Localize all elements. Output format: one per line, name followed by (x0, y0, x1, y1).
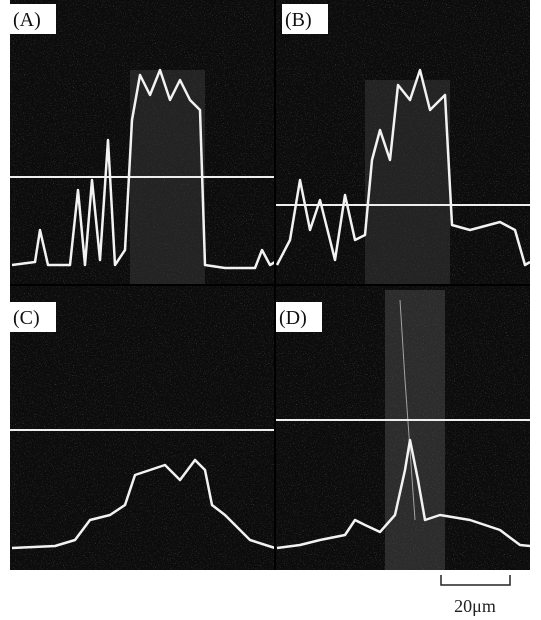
panel-label: (C) (13, 307, 40, 329)
bright-band (365, 80, 450, 285)
scale-bar-label: 20μm (454, 596, 496, 616)
bright-band (385, 290, 445, 570)
scale-bar (441, 575, 510, 585)
micrograph-figure: (A) (B) (C) (D) 20μm (0, 0, 541, 620)
panel-label: (D) (279, 307, 307, 329)
figure: (A) (B) (C) (D) 20μm (0, 0, 541, 620)
panel-label: (B) (285, 9, 312, 31)
panel-label: (A) (13, 9, 41, 31)
